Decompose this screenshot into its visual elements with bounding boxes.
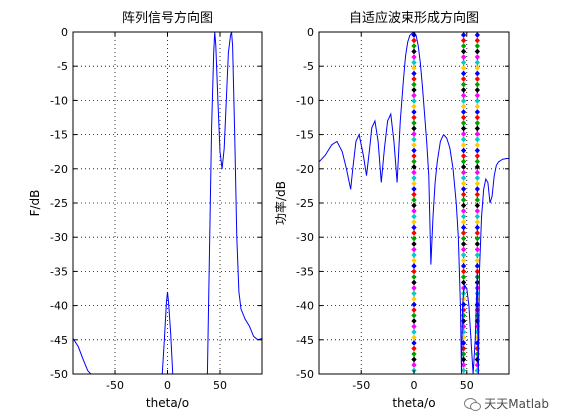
right-x-tick-label: 50 — [460, 379, 474, 392]
left-chart-title: 阵列信号方向图 — [122, 10, 213, 26]
left-ticks: -50 0 50 0 -5 -10 -15 -20 -25 -30 -35 -40 -45 -50 — [50, 26, 262, 392]
left-x-tick-label: 50 — [213, 379, 227, 392]
right-y-tick-label: -45 — [296, 334, 314, 347]
watermark: 天天Matlab — [464, 395, 549, 412]
right-x-tick-label: -50 — [352, 379, 370, 392]
right-y-tick-label: -15 — [296, 129, 314, 142]
left-y-tick-label: -45 — [50, 334, 68, 347]
left-y-tick-label: -30 — [50, 231, 68, 244]
watermark-text: 天天Matlab — [484, 397, 549, 411]
left-grid — [73, 32, 262, 374]
right-series-group — [319, 32, 509, 374]
left-y-tick-label: -5 — [57, 60, 68, 73]
right-y-tick-label: -10 — [296, 94, 314, 107]
right-x-tick-label: 0 — [411, 379, 418, 392]
left-y-tick-label: -50 — [50, 368, 68, 381]
right-y-tick-label: -50 — [296, 368, 314, 381]
right-y-tick-label: -35 — [296, 265, 314, 278]
right-y-tick-label: -5 — [303, 60, 314, 73]
left-y-tick-label: -15 — [50, 129, 68, 142]
left-subplot: -50 0 50 0 -5 -10 -15 -20 -25 -30 -35 -40 -45 -50 阵列信… — [28, 10, 263, 410]
left-y-tick-label: -25 — [50, 197, 68, 210]
right-y-axis-label: 功率/dB — [273, 181, 288, 225]
left-x-tick-label: 0 — [164, 379, 171, 392]
right-ticks: -50 0 50 0 -5 -10 -15 -20 -25 -30 -35 -40 -45 -50 — [296, 26, 509, 392]
right-y-tick-label: 0 — [307, 26, 314, 39]
right-chart-title: 自适应波束形成方向图 — [349, 10, 479, 26]
left-y-tick-label: 0 — [61, 26, 68, 39]
left-y-axis-label: F/dB — [28, 190, 42, 217]
right-y-tick-label: -40 — [296, 300, 314, 313]
left-y-tick-label: -35 — [50, 265, 68, 278]
left-x-axis-label: theta/o — [146, 396, 189, 410]
right-subplot: -50 0 50 0 -5 -10 -15 -20 -25 -30 -35 -40 -45 -50 自适应… — [273, 10, 510, 410]
right-series-line-0 — [319, 32, 509, 374]
left-y-tick-label: -10 — [50, 94, 68, 107]
wechat-icon — [464, 397, 482, 411]
left-x-tick-label: -50 — [106, 379, 124, 392]
right-x-axis-label: theta/o — [392, 396, 435, 410]
left-series-group — [73, 32, 262, 374]
right-marker-lines — [411, 32, 481, 374]
right-y-tick-label: -30 — [296, 231, 314, 244]
left-y-tick-label: -40 — [50, 300, 68, 313]
left-y-tick-label: -20 — [50, 163, 68, 176]
right-y-tick-label: -25 — [296, 197, 314, 210]
right-y-tick-label: -20 — [296, 163, 314, 176]
left-series-line-0 — [73, 32, 262, 374]
